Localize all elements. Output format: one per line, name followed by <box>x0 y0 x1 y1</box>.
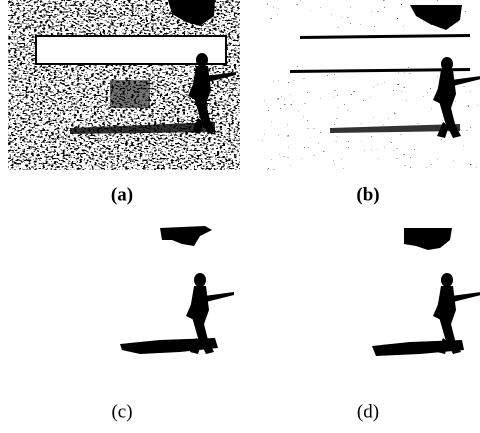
page: (a) (b) (c) (d) (() => { const data = JS… <box>0 0 480 433</box>
panel-image <box>372 228 480 356</box>
panel-caption: (d) <box>357 401 379 422</box>
panel-caption: (c) <box>111 401 132 422</box>
panel-caption: (a) <box>111 184 133 205</box>
panel-image <box>8 0 240 170</box>
figure: (a) (b) (c) (d) <box>0 0 480 433</box>
panel-image <box>120 226 234 354</box>
panel-caption: (b) <box>356 184 379 205</box>
panel-image <box>262 0 480 170</box>
